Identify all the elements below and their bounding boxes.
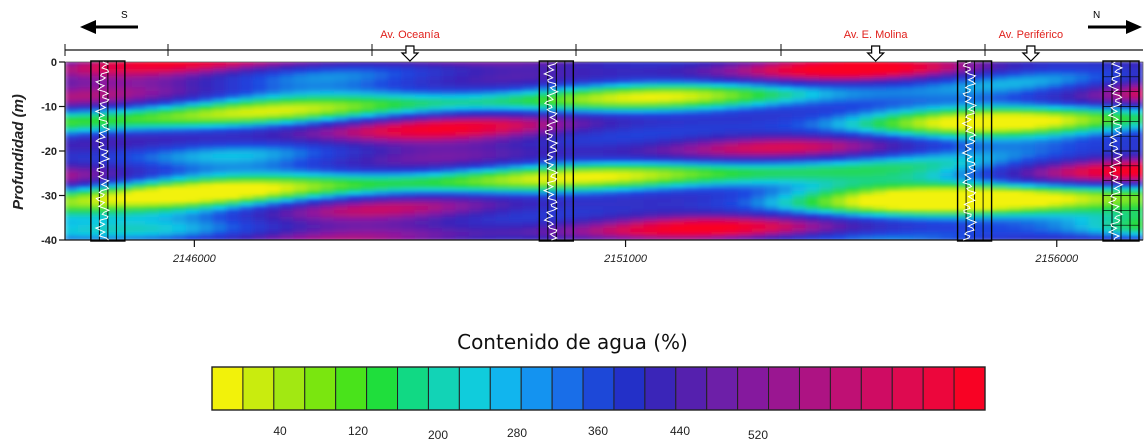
colorbar-cell [829, 366, 862, 411]
colorbar-cell [798, 366, 831, 411]
y-axis: 0 -10 -20 -30 -40 [41, 57, 66, 247]
colorbar-cell [211, 366, 244, 411]
colorbar-cell [644, 366, 677, 411]
y-axis-label: Profundidad (m) [10, 94, 27, 210]
y-tick-label: 0 [51, 57, 57, 69]
colorbar-tick-label: 440 [670, 424, 690, 438]
colorbar: 40 120 200 280 360 440 520 [211, 366, 986, 442]
well-log-curve [961, 61, 978, 241]
x-tick-label: 2146000 [172, 253, 217, 265]
well-log-curve [94, 61, 111, 241]
landmark-label: Av. Periférico [999, 29, 1063, 41]
well-log-curve [542, 61, 559, 241]
south-arrow: S [80, 10, 138, 34]
colorbar-tick-label: 200 [428, 428, 448, 442]
x-axis: 2146000 2151000 2156000 [65, 239, 1143, 265]
y-tick-label: -10 [41, 102, 57, 114]
landmarks: Av. Oceanía Av. E. Molina Av. Periférico [380, 29, 1063, 62]
colorbar-tick-label: 120 [348, 424, 368, 438]
colorbar-cell [768, 366, 800, 411]
well-log [956, 60, 993, 242]
x-tick-label: 2151000 [603, 253, 648, 265]
y-tick-label: -40 [41, 235, 57, 247]
down-arrow-icon [1021, 45, 1041, 62]
well-log [90, 60, 126, 242]
colorbar-cell [891, 366, 924, 411]
colorbar-tick-label: 40 [273, 424, 287, 438]
colorbar-cell [520, 366, 553, 411]
colorbar-tick-label: 520 [748, 428, 768, 442]
colorbar-cell [582, 366, 615, 411]
colorbar-tick-label: 360 [588, 424, 608, 438]
colorbar-cell [427, 366, 460, 411]
colorbar-cell [860, 366, 893, 411]
well-log-curve [1107, 61, 1124, 241]
north-label: N [1093, 10, 1100, 21]
colorbar-cell [706, 366, 739, 411]
colorbar-cell [304, 366, 337, 411]
colorbar-cell [675, 366, 708, 411]
colorbar-cell [737, 366, 770, 411]
colorbar-tick-label: 280 [507, 426, 527, 440]
landmark: Av. E. Molina [844, 29, 909, 62]
north-arrow: N [1088, 10, 1142, 34]
heatmap [65, 62, 1143, 240]
colorbar-frame [211, 366, 986, 411]
down-arrow-icon [400, 45, 420, 62]
colorbar-title: Contenido de agua (%) [457, 330, 688, 354]
colorbar-cell [489, 366, 522, 411]
colorbar-cell [366, 366, 399, 411]
colorbar-cell [953, 366, 986, 411]
colorbar-cell [273, 366, 306, 411]
colorbar-cell [242, 366, 275, 411]
y-tick-label: -20 [41, 146, 57, 158]
colorbar-cell [458, 366, 491, 411]
colorbar-cell [397, 366, 429, 411]
colorbar-cell [922, 366, 955, 411]
wells [90, 60, 1140, 242]
landmark-label: Av. E. Molina [844, 29, 909, 41]
well-log [1102, 60, 1140, 242]
landmark: Av. Oceanía [380, 29, 441, 62]
south-label: S [121, 10, 128, 21]
x-tick-label: 2156000 [1034, 253, 1079, 265]
down-arrow-icon [866, 45, 886, 62]
y-tick-label: -30 [41, 191, 57, 203]
landmark: Av. Periférico [999, 29, 1063, 62]
landmark-label: Av. Oceanía [380, 29, 440, 41]
colorbar-cell [551, 366, 584, 411]
well-log [538, 60, 575, 242]
colorbar-cell [335, 366, 368, 411]
colorbar-cell [613, 366, 646, 411]
